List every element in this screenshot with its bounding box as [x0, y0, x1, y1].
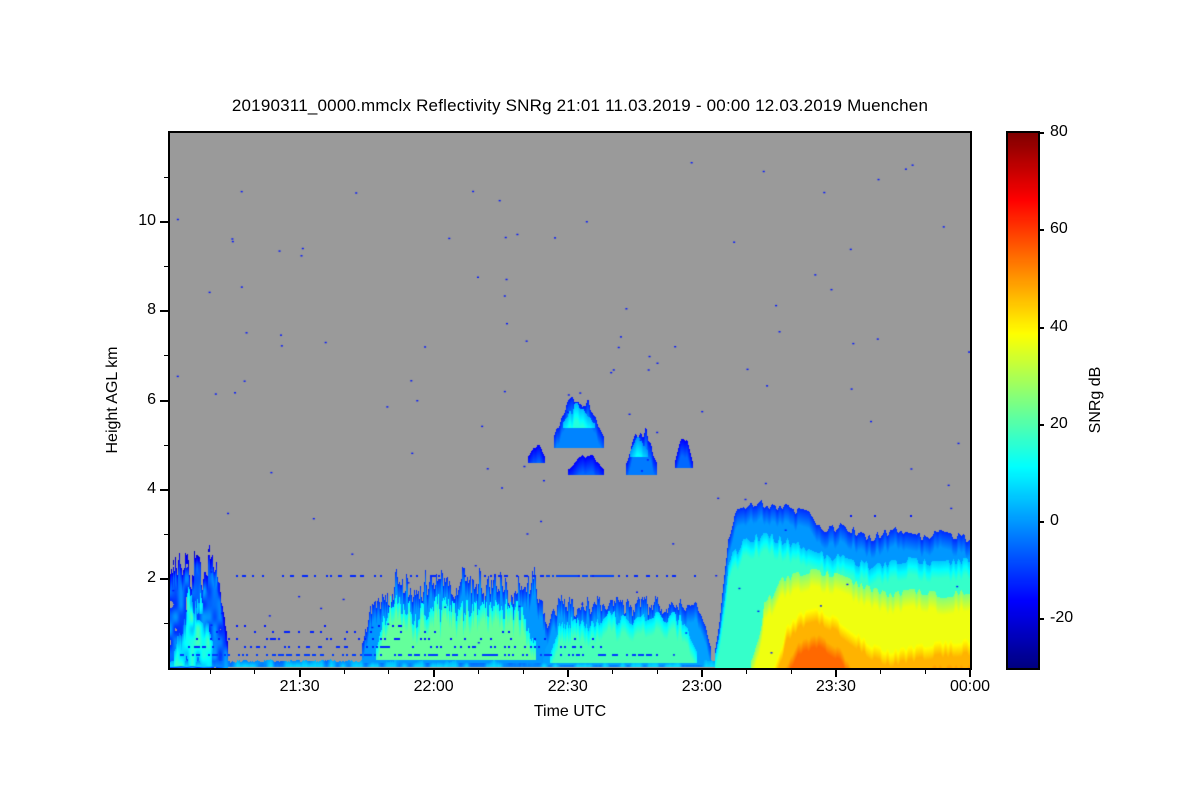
- colorbar-tick-label: 40: [1050, 317, 1068, 335]
- x-minor-tick: [522, 670, 524, 674]
- colorbar-tick: [1038, 423, 1044, 426]
- y-minor-tick: [164, 177, 168, 179]
- colorbar-tick: [1038, 618, 1044, 621]
- x-minor-tick: [656, 670, 658, 674]
- x-tick: [432, 670, 435, 677]
- x-axis-label: Time UTC: [533, 703, 607, 720]
- x-tick-label: 23:30: [815, 678, 856, 695]
- x-tick: [969, 670, 971, 677]
- y-tick-label: 2: [147, 568, 156, 586]
- x-minor-tick: [388, 670, 390, 674]
- colorbar-tick: [1038, 521, 1044, 524]
- plot-area: [168, 131, 972, 670]
- heatmap-canvas: [170, 133, 970, 668]
- x-tick-label: 22:00: [413, 678, 454, 695]
- x-tick: [566, 670, 569, 677]
- x-tick-label: 00:00: [949, 678, 991, 695]
- y-minor-tick: [164, 266, 168, 268]
- x-minor-tick: [790, 670, 792, 674]
- colorbar-tick-label: 60: [1050, 220, 1068, 238]
- colorbar-tick: [1038, 326, 1044, 329]
- x-tick-label: 22:30: [547, 678, 588, 695]
- chart-title: 20190311_0000.mmclx Reflectivity SNRg 21…: [231, 96, 929, 115]
- y-tick: [160, 577, 168, 580]
- x-tick-label: 21:30: [279, 678, 320, 695]
- x-tick: [834, 670, 837, 677]
- x-minor-tick: [209, 670, 211, 674]
- colorbar: [1006, 131, 1040, 670]
- colorbar-tick: [1038, 132, 1044, 134]
- x-minor-tick: [924, 670, 926, 674]
- y-tick: [160, 488, 168, 491]
- x-tick-label: 23:00: [681, 678, 722, 695]
- y-minor-tick: [164, 622, 168, 624]
- y-tick-label: 4: [147, 479, 156, 497]
- y-tick-label: 6: [147, 390, 156, 408]
- x-minor-tick: [746, 670, 748, 674]
- y-tick-label: 8: [147, 301, 156, 319]
- y-tick: [160, 310, 168, 313]
- colorbar-tick-label: -20: [1050, 609, 1074, 627]
- x-minor-tick: [254, 670, 256, 674]
- colorbar-tick-label: 80: [1050, 123, 1068, 140]
- y-minor-tick: [164, 444, 168, 446]
- x-minor-tick: [343, 670, 345, 674]
- x-minor-tick: [477, 670, 479, 674]
- y-minor-tick: [164, 355, 168, 357]
- colorbar-gradient: [1008, 133, 1038, 668]
- y-tick-label: 10: [138, 212, 156, 230]
- x-minor-tick: [880, 670, 882, 674]
- colorbar-tick: [1038, 229, 1044, 232]
- y-minor-tick: [164, 533, 168, 535]
- colorbar-tick-label: 0: [1050, 512, 1059, 530]
- x-tick: [298, 670, 301, 677]
- x-tick: [700, 670, 703, 677]
- y-tick: [160, 221, 168, 224]
- x-minor-tick: [611, 670, 613, 674]
- colorbar-tick-label: 20: [1050, 414, 1068, 432]
- y-tick: [160, 399, 168, 402]
